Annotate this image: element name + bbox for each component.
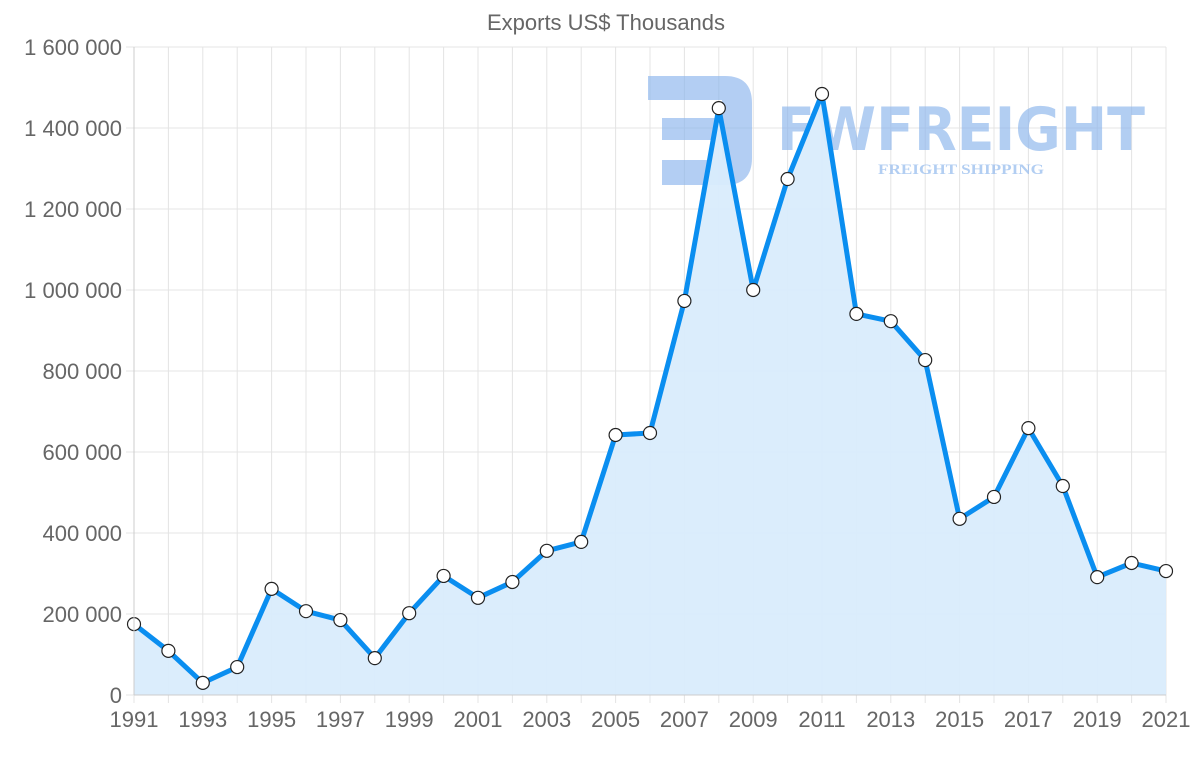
watermark-tagline: FREIGHT SHIPPING bbox=[878, 162, 1044, 178]
data-point bbox=[849, 306, 864, 321]
data-point bbox=[195, 675, 210, 690]
data-point bbox=[1055, 478, 1070, 494]
data-point bbox=[333, 612, 348, 628]
watermark-logo-icon bbox=[648, 76, 752, 185]
data-point bbox=[986, 489, 1002, 505]
data-point bbox=[161, 643, 176, 658]
data-point bbox=[402, 606, 417, 621]
data-point bbox=[780, 171, 795, 187]
x-tick-label: 2015 bbox=[935, 707, 984, 732]
data-point bbox=[1021, 421, 1036, 436]
data-point bbox=[1124, 555, 1139, 571]
data-point bbox=[574, 534, 589, 550]
data-point bbox=[1158, 563, 1174, 579]
data-point bbox=[367, 651, 382, 666]
x-tick-label: 2019 bbox=[1073, 707, 1122, 732]
data-point bbox=[264, 581, 279, 596]
x-tick-label: 1995 bbox=[247, 707, 296, 732]
x-tick-label: 2005 bbox=[591, 707, 640, 732]
y-tick-label: 1 200 000 bbox=[24, 197, 122, 222]
data-point bbox=[298, 604, 314, 619]
data-point bbox=[505, 574, 520, 590]
x-tick-label: 1991 bbox=[110, 707, 159, 732]
y-tick-label: 1 600 000 bbox=[24, 35, 122, 60]
series-area bbox=[134, 94, 1166, 695]
data-point bbox=[642, 425, 658, 441]
data-point bbox=[711, 101, 726, 116]
y-tick-label: 0 bbox=[110, 683, 122, 708]
x-tick-label: 2001 bbox=[454, 707, 503, 732]
series bbox=[126, 86, 1174, 695]
x-tick-label: 2011 bbox=[798, 707, 845, 732]
x-tick-label: 2017 bbox=[1004, 707, 1053, 732]
x-tick-label: 2009 bbox=[729, 707, 778, 732]
y-tick-label: 1 400 000 bbox=[24, 116, 122, 141]
data-point bbox=[436, 568, 451, 584]
y-tick-label: 800 000 bbox=[42, 359, 122, 384]
y-tick-label: 600 000 bbox=[42, 440, 122, 465]
y-tick-label: 200 000 bbox=[42, 602, 122, 627]
x-tick-label: 1993 bbox=[178, 707, 227, 732]
data-point bbox=[918, 352, 933, 368]
watermark-brand: FWFREIGHT bbox=[777, 95, 1145, 165]
data-point bbox=[1090, 570, 1105, 585]
data-point bbox=[952, 511, 967, 526]
data-point bbox=[230, 659, 245, 675]
x-tick-label: 2013 bbox=[866, 707, 915, 732]
data-point bbox=[677, 293, 692, 309]
data-point bbox=[883, 314, 898, 329]
data-point bbox=[608, 427, 623, 443]
y-tick-label: 1 000 000 bbox=[24, 278, 122, 303]
chart-title: Exports US$ Thousands bbox=[487, 10, 725, 35]
y-tick-label: 400 000 bbox=[42, 521, 122, 546]
x-tick-label: 1999 bbox=[385, 707, 434, 732]
x-tick-label: 2007 bbox=[660, 707, 709, 732]
data-point bbox=[470, 590, 486, 605]
data-point bbox=[539, 543, 554, 558]
data-point bbox=[746, 282, 761, 298]
data-point bbox=[814, 86, 830, 102]
axes: 0 200 000 400 000 600 000 800 000 1 000 000 1 … bbox=[24, 35, 1190, 732]
x-tick-label: 2021 bbox=[1142, 707, 1191, 732]
x-tick-label: 2003 bbox=[522, 707, 571, 732]
x-tick-label: 1997 bbox=[316, 707, 365, 732]
